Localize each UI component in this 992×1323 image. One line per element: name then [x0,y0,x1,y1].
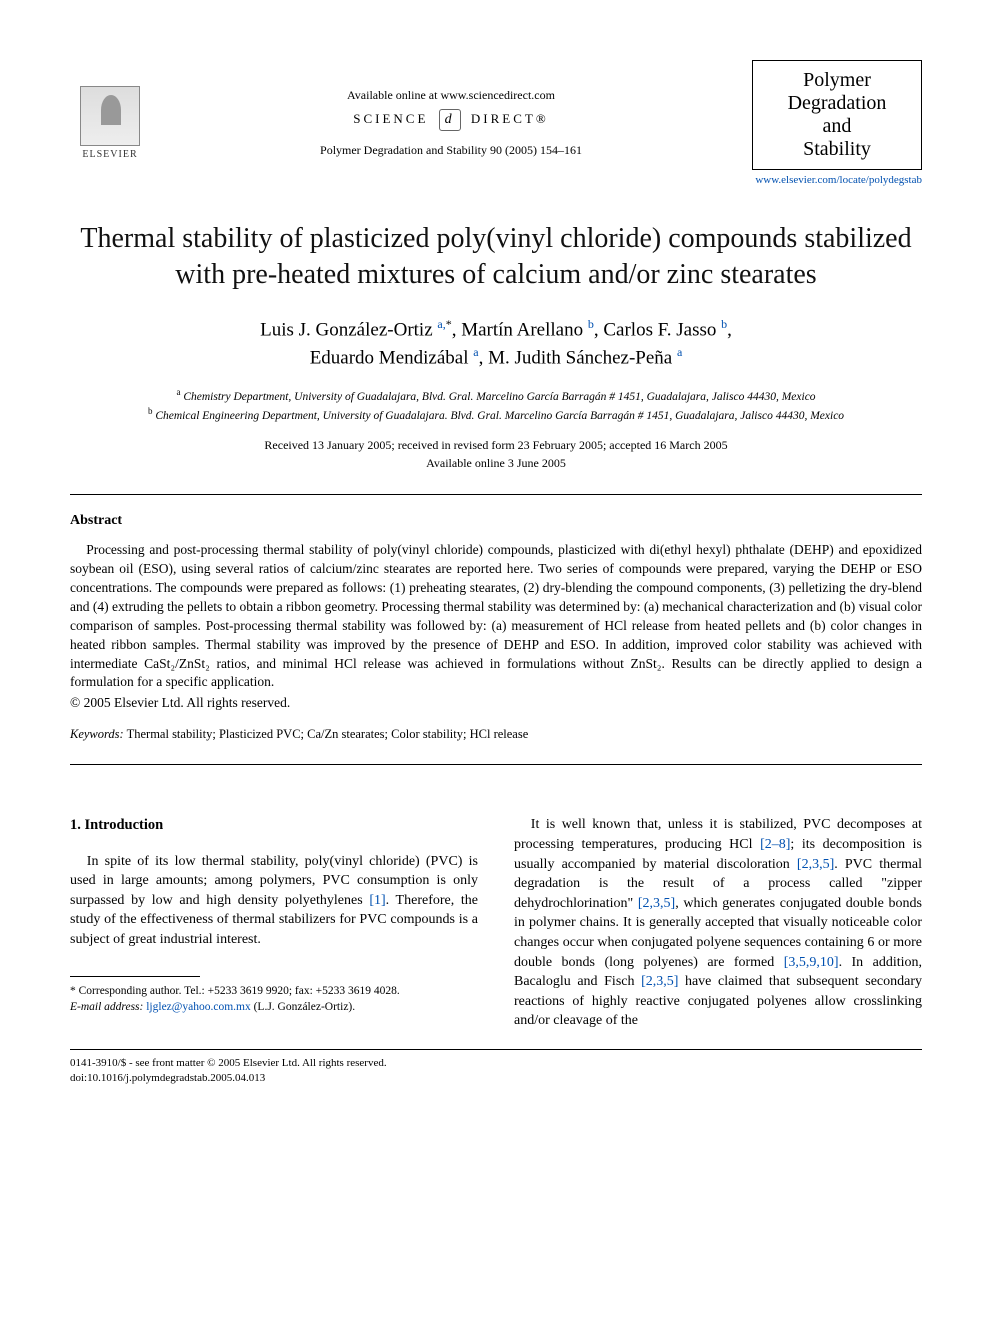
elsevier-label: ELSEVIER [82,149,137,160]
journal-name-line4: Stability [761,138,913,161]
separator-top [70,494,922,495]
author-2: Martín Arellano [461,319,583,340]
abstract-body: Processing and post-processing thermal s… [70,541,922,692]
footnote-email-line: E-mail address: ljglez@yahoo.com.mx (L.J… [70,999,478,1015]
page-footer: 0141-3910/$ - see front matter © 2005 El… [70,1056,922,1086]
journal-homepage-link[interactable]: www.elsevier.com/locate/polydegstab [752,174,922,186]
available-online-text: Available online at www.sciencedirect.co… [150,88,752,103]
footnote-email-link[interactable]: ljglez@yahoo.com.mx [146,1001,250,1013]
authors-block: Luis J. González-Ortiz a,*, Martín Arell… [70,316,922,372]
footnote-email-label: E-mail address: [70,1001,143,1013]
article-dates: Received 13 January 2005; received in re… [70,437,922,472]
separator-bottom [70,764,922,765]
abstract-copyright: © 2005 Elsevier Ltd. All rights reserved… [70,695,922,711]
journal-box-wrapper: Polymer Degradation and Stability www.el… [752,60,922,186]
ref-link-35910[interactable]: [3,5,9,10] [784,955,839,970]
ref-link-235c[interactable]: [2,3,5] [641,974,678,989]
column-right: It is well known that, unless it is stab… [514,815,922,1031]
intro-paragraph-1: In spite of its low thermal stability, p… [70,852,478,950]
article-title: Thermal stability of plasticized poly(vi… [70,221,922,294]
author-3: Carlos F. Jasso [603,319,716,340]
science-direct-icon: d [439,109,461,131]
corresponding-author-footnote: * Corresponding author. Tel.: +5233 3619… [70,983,478,1015]
keywords-line: Keywords: Thermal stability; Plasticized… [70,727,922,742]
affiliation-a: Chemistry Department, University of Guad… [183,390,815,402]
column-left: 1. Introduction In spite of its low ther… [70,815,478,1031]
author-2-aff: b [588,317,594,331]
elsevier-tree-icon [80,86,140,146]
footnote-separator [70,976,200,977]
keywords-text: Thermal stability; Plasticized PVC; Ca/Z… [124,727,529,741]
intro-paragraph-2: It is well known that, unless it is stab… [514,815,922,1031]
header-center: Available online at www.sciencedirect.co… [150,88,752,158]
footer-line1: 0141-3910/$ - see front matter © 2005 El… [70,1056,922,1071]
ref-link-1[interactable]: [1] [369,893,385,908]
journal-name-line1: Polymer [761,69,913,92]
author-1-aff: a, [437,317,445,331]
author-1: Luis J. González-Ortiz [260,319,433,340]
keywords-label: Keywords: [70,727,124,741]
ref-link-2-8[interactable]: [2–8] [760,837,790,852]
ref-link-235a[interactable]: [2,3,5] [797,857,834,872]
author-4-aff: a [473,345,478,359]
journal-title-box: Polymer Degradation and Stability [752,60,922,170]
dates-line2: Available online 3 June 2005 [426,456,566,470]
author-4: Eduardo Mendizábal [310,347,469,368]
journal-reference: Polymer Degradation and Stability 90 (20… [150,143,752,158]
footer-line2: doi:10.1016/j.polymdegradstab.2005.04.01… [70,1071,922,1086]
author-5: M. Judith Sánchez-Peña [488,347,672,368]
ref-link-235b[interactable]: [2,3,5] [638,896,675,911]
footnote-corr: * Corresponding author. Tel.: +5233 3619… [70,983,478,999]
abstract-heading: Abstract [70,513,922,529]
science-direct-left: SCIENCE [353,111,428,126]
elsevier-logo: ELSEVIER [70,78,150,168]
section-1-heading: 1. Introduction [70,815,478,835]
footer-separator [70,1049,922,1050]
journal-name-line3: and [761,115,913,138]
affiliation-b: Chemical Engineering Department, Univers… [155,409,844,421]
author-3-aff: b [721,317,727,331]
author-1-corr-star: * [446,317,452,331]
body-columns: 1. Introduction In spite of its low ther… [70,815,922,1031]
journal-name-line2: Degradation [761,92,913,115]
science-direct-right: DIRECT® [471,111,549,126]
dates-line1: Received 13 January 2005; received in re… [264,438,727,452]
science-direct-logo: SCIENCE d DIRECT® [150,109,752,131]
affiliations-block: a Chemistry Department, University of Gu… [70,386,922,424]
author-5-aff: a [677,345,682,359]
page-header: ELSEVIER Available online at www.science… [70,60,922,186]
footnote-email-tail: (L.J. González-Ortiz). [251,1001,355,1013]
